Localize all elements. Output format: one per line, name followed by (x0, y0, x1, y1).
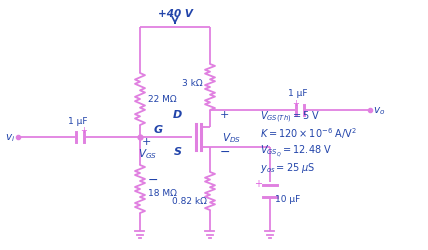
Text: 0.82 kΩ: 0.82 kΩ (172, 197, 207, 206)
Text: $V_{DS}$: $V_{DS}$ (222, 130, 241, 144)
Text: 22 MΩ: 22 MΩ (148, 95, 177, 104)
Text: G: G (154, 124, 163, 134)
Text: +40 V: +40 V (158, 9, 193, 19)
Text: $v_o$: $v_o$ (373, 105, 385, 117)
Text: $V_{GS_Q} = 12.48\ \mathrm{V}$: $V_{GS_Q} = 12.48\ \mathrm{V}$ (260, 143, 332, 158)
Text: $v_i$: $v_i$ (5, 132, 15, 143)
Text: −: − (220, 145, 231, 158)
Text: $V_{GS}$: $V_{GS}$ (138, 146, 158, 160)
Text: +: + (220, 110, 229, 120)
Text: 1 µF: 1 µF (288, 89, 308, 98)
Text: $V_{GS(Th)} = 5\ \mathrm{V}$: $V_{GS(Th)} = 5\ \mathrm{V}$ (260, 109, 320, 124)
Text: +: + (254, 178, 262, 188)
Text: S: S (174, 146, 182, 156)
Text: $K = 120 \times 10^{-6}\ \mathrm{A/V}^2$: $K = 120 \times 10^{-6}\ \mathrm{A/V}^2$ (260, 126, 357, 141)
Text: 10 µF: 10 µF (275, 195, 300, 204)
Text: +: + (293, 99, 300, 108)
Text: 3 kΩ: 3 kΩ (182, 79, 202, 88)
Text: D: D (173, 110, 182, 120)
Text: +: + (141, 136, 151, 146)
Text: 18 MΩ: 18 MΩ (148, 189, 177, 198)
Text: +: + (80, 126, 87, 135)
Text: −: − (148, 173, 158, 186)
Text: $y_{os} = 25\ \mu\mathrm{S}$: $y_{os} = 25\ \mu\mathrm{S}$ (260, 160, 315, 174)
Text: 1 µF: 1 µF (68, 116, 88, 126)
